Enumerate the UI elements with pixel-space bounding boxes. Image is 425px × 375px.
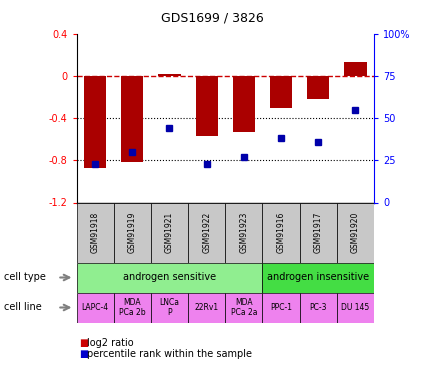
Text: LAPC-4: LAPC-4: [82, 303, 109, 312]
Text: PC-3: PC-3: [309, 303, 327, 312]
Text: 22Rv1: 22Rv1: [195, 303, 219, 312]
Bar: [344, 62, 366, 76]
Bar: [262, 292, 300, 322]
Bar: [270, 76, 292, 108]
Text: GSM91917: GSM91917: [314, 212, 323, 253]
Bar: [337, 292, 374, 322]
Bar: [307, 76, 329, 99]
Text: PPC-1: PPC-1: [270, 303, 292, 312]
Text: ■: ■: [79, 338, 88, 348]
Bar: [84, 76, 106, 168]
Text: GSM91922: GSM91922: [202, 212, 211, 253]
Bar: [151, 292, 188, 322]
Text: MDA
PCa 2a: MDA PCa 2a: [231, 298, 257, 317]
Text: GSM91916: GSM91916: [277, 212, 286, 253]
Text: GDS1699 / 3826: GDS1699 / 3826: [161, 11, 264, 24]
Bar: [262, 202, 300, 262]
Text: cell type: cell type: [4, 273, 46, 282]
Text: GSM91923: GSM91923: [239, 212, 248, 253]
Bar: [262, 262, 374, 292]
Bar: [113, 292, 151, 322]
Bar: [188, 202, 225, 262]
Text: DU 145: DU 145: [341, 303, 369, 312]
Bar: [76, 262, 262, 292]
Bar: [188, 292, 225, 322]
Bar: [76, 292, 113, 322]
Bar: [158, 74, 181, 76]
Bar: [337, 202, 374, 262]
Bar: [225, 202, 262, 262]
Text: GSM91919: GSM91919: [128, 212, 137, 253]
Bar: [300, 292, 337, 322]
Text: percentile rank within the sample: percentile rank within the sample: [87, 350, 252, 359]
Bar: [196, 76, 218, 136]
Text: cell line: cell line: [4, 303, 42, 312]
Text: ■: ■: [79, 350, 88, 359]
Bar: [76, 202, 113, 262]
Text: GSM91920: GSM91920: [351, 212, 360, 253]
Bar: [225, 292, 262, 322]
Bar: [113, 202, 151, 262]
Text: GSM91918: GSM91918: [91, 212, 99, 253]
Bar: [151, 202, 188, 262]
Bar: [121, 76, 143, 162]
Text: GSM91921: GSM91921: [165, 212, 174, 253]
Text: log2 ratio: log2 ratio: [87, 338, 134, 348]
Bar: [300, 202, 337, 262]
Text: LNCa
P: LNCa P: [159, 298, 179, 317]
Text: androgen sensitive: androgen sensitive: [123, 273, 216, 282]
Text: MDA
PCa 2b: MDA PCa 2b: [119, 298, 146, 317]
Text: androgen insensitive: androgen insensitive: [267, 273, 369, 282]
Bar: [232, 76, 255, 132]
